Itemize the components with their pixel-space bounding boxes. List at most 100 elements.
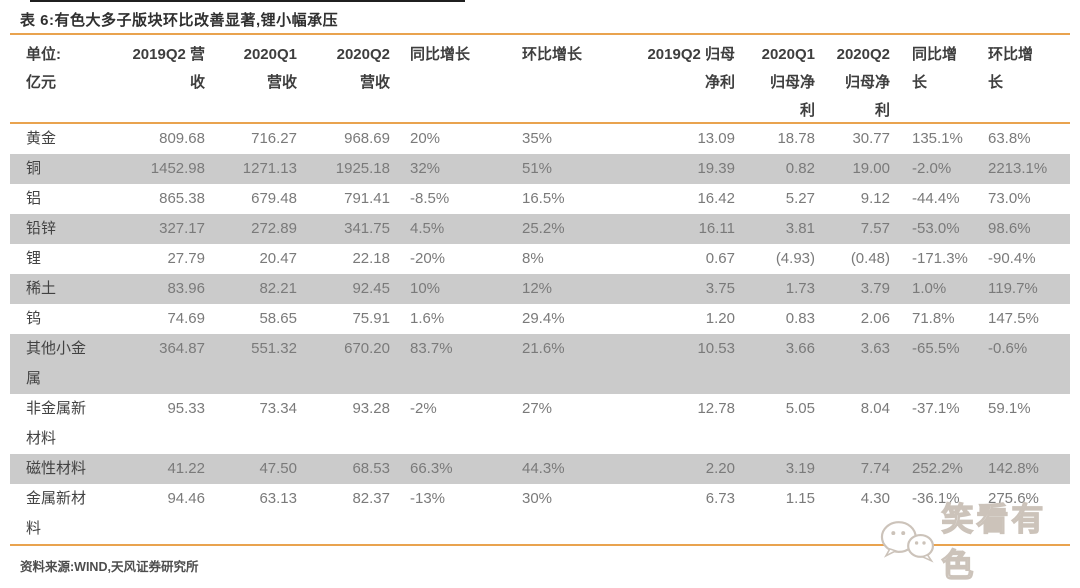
cell: 7.57 xyxy=(860,220,890,237)
cell: -37.1% xyxy=(912,400,960,417)
cell: 147.5% xyxy=(988,310,1039,327)
table-row: 铜 1452.98 1271.13 1925.18 32% 51% 19.39 0.82 19.… xyxy=(10,154,1070,184)
table-row: 钨 74.69 58.65 75.91 1.6% 29.4% 1.20 0.83 2.06 71.… xyxy=(10,304,1070,334)
cell: 7.74 xyxy=(860,460,890,477)
cell: 82.21 xyxy=(259,280,297,297)
cell: 19.00 xyxy=(852,160,890,177)
cell: 73.34 xyxy=(259,400,297,417)
cell: 21.6% xyxy=(522,340,565,357)
cell: 1925.18 xyxy=(335,160,390,177)
table-row: 稀土 83.96 82.21 92.45 10% 12% 3.75 1.73 3.79 1.0% 1… xyxy=(10,274,1070,304)
row-label: 铜 xyxy=(26,160,42,177)
cell: 1.20 xyxy=(705,310,735,327)
cell: 63.13 xyxy=(259,490,297,507)
cell: 0.83 xyxy=(785,310,815,327)
cell: 74.69 xyxy=(167,310,205,327)
cell: -53.0% xyxy=(912,220,960,237)
cell: 1452.98 xyxy=(150,160,205,177)
cell: 4.30 xyxy=(860,490,890,507)
cell: 341.75 xyxy=(344,220,390,237)
cell: 5.05 xyxy=(785,400,815,417)
cell: 73.0% xyxy=(988,190,1031,207)
source-note: 资料来源:WIND,天风证券研究所 xyxy=(20,560,199,574)
table-row: 金属新材料 94.46 63.13 82.37 -13% 30% 6.73 1.15 4.30 -… xyxy=(10,484,1070,544)
cell: 1.6% xyxy=(410,310,445,327)
row-label: 金属新材料 xyxy=(26,490,87,537)
header-2020q1-revenue: 2020Q1 营收 xyxy=(243,46,297,91)
wechat-icon xyxy=(880,521,935,563)
top-rule xyxy=(30,0,465,2)
cell: 95.33 xyxy=(167,400,205,417)
cell: -0.6% xyxy=(988,340,1028,357)
cell: 1.15 xyxy=(785,490,815,507)
cell: 364.87 xyxy=(159,340,205,357)
cell: 716.27 xyxy=(251,130,297,147)
cell: -65.5% xyxy=(912,340,960,357)
cell: 83.7% xyxy=(410,340,453,357)
cell: 59.1% xyxy=(988,400,1031,417)
row-label: 铝 xyxy=(26,190,42,207)
cell: 13.09 xyxy=(697,130,735,147)
table-title: 表 6:有色大多子版块环比改善显著,锂小幅承压 xyxy=(20,12,339,29)
cell: 68.53 xyxy=(352,460,390,477)
watermark-text: 笑看有色 xyxy=(941,500,1047,583)
cell: 327.17 xyxy=(159,220,205,237)
table-row: 铝 865.38 679.48 791.41 -8.5% 16.5% 16.42 5.27 9.… xyxy=(10,184,1070,214)
cell: 791.41 xyxy=(344,190,390,207)
row-label: 黄金 xyxy=(26,130,57,147)
header-2020q1-netprofit: 2020Q1 归母净 利 xyxy=(761,46,815,119)
cell: -13% xyxy=(410,490,446,507)
cell: 98.6% xyxy=(988,220,1031,237)
cell: 275.6% xyxy=(988,490,1039,507)
cell: -2% xyxy=(410,400,437,417)
cell: -90.4% xyxy=(988,250,1036,267)
cell: 8.04 xyxy=(860,400,890,417)
cell: 58.65 xyxy=(259,310,297,327)
cell: 66.3% xyxy=(410,460,453,477)
cell: 20% xyxy=(410,130,441,147)
header-unit: 单位: 亿元 xyxy=(26,46,61,91)
cell: 16.11 xyxy=(698,220,735,237)
row-label: 铅锌 xyxy=(26,220,57,237)
cell: 29.4% xyxy=(522,310,565,327)
cell: 75.91 xyxy=(352,310,390,327)
cell: 272.89 xyxy=(251,220,297,237)
cell: (4.93) xyxy=(775,250,815,267)
cell: 10% xyxy=(410,280,441,297)
header-revenue-qoq: 环比增长 xyxy=(522,46,583,63)
cell: 44.3% xyxy=(522,460,565,477)
cell: 12.78 xyxy=(697,400,735,417)
cell: 94.46 xyxy=(167,490,205,507)
row-label: 非金属新材料 xyxy=(26,400,87,447)
cell: 82.37 xyxy=(352,490,390,507)
cell: 2213.1% xyxy=(988,160,1048,177)
row-label: 其他小金属 xyxy=(26,340,87,387)
cell: 8% xyxy=(522,250,544,267)
cell: 63.8% xyxy=(988,130,1031,147)
cell: 20.47 xyxy=(259,250,297,267)
cell: 809.68 xyxy=(159,130,205,147)
cell: 3.66 xyxy=(785,340,815,357)
cell: 22.18 xyxy=(352,250,390,267)
cell: 119.7% xyxy=(988,280,1038,297)
cell: 16.42 xyxy=(697,190,735,207)
cell: 93.28 xyxy=(352,400,390,417)
watermark: 笑看有色 xyxy=(876,494,1080,586)
table-row: 黄金 809.68 716.27 968.69 20% 35% 13.09 18.78 30.7… xyxy=(10,124,1070,154)
header-2019q2-netprofit: 2019Q2 归母 净利 xyxy=(647,46,735,91)
cell: 0.82 xyxy=(785,160,815,177)
cell: 32% xyxy=(410,160,441,177)
cell: 27.79 xyxy=(167,250,205,267)
header-2020q2-netprofit: 2020Q2 归母净 利 xyxy=(836,46,890,119)
cell: 679.48 xyxy=(251,190,297,207)
table-row: 锂 27.79 20.47 22.18 -20% 8% 0.67 (4.93) (0.48) -1… xyxy=(10,244,1070,274)
table-row: 磁性材料 41.22 47.50 68.53 66.3% 44.3% 2.20 3.19 7.7… xyxy=(10,454,1070,484)
cell: 3.19 xyxy=(785,460,815,477)
cell: 5.27 xyxy=(785,190,815,207)
cell: -2.0% xyxy=(912,160,952,177)
cell: 6.73 xyxy=(705,490,735,507)
cell: -20% xyxy=(410,250,446,267)
cell: 2.06 xyxy=(860,310,890,327)
cell: 83.96 xyxy=(167,280,205,297)
